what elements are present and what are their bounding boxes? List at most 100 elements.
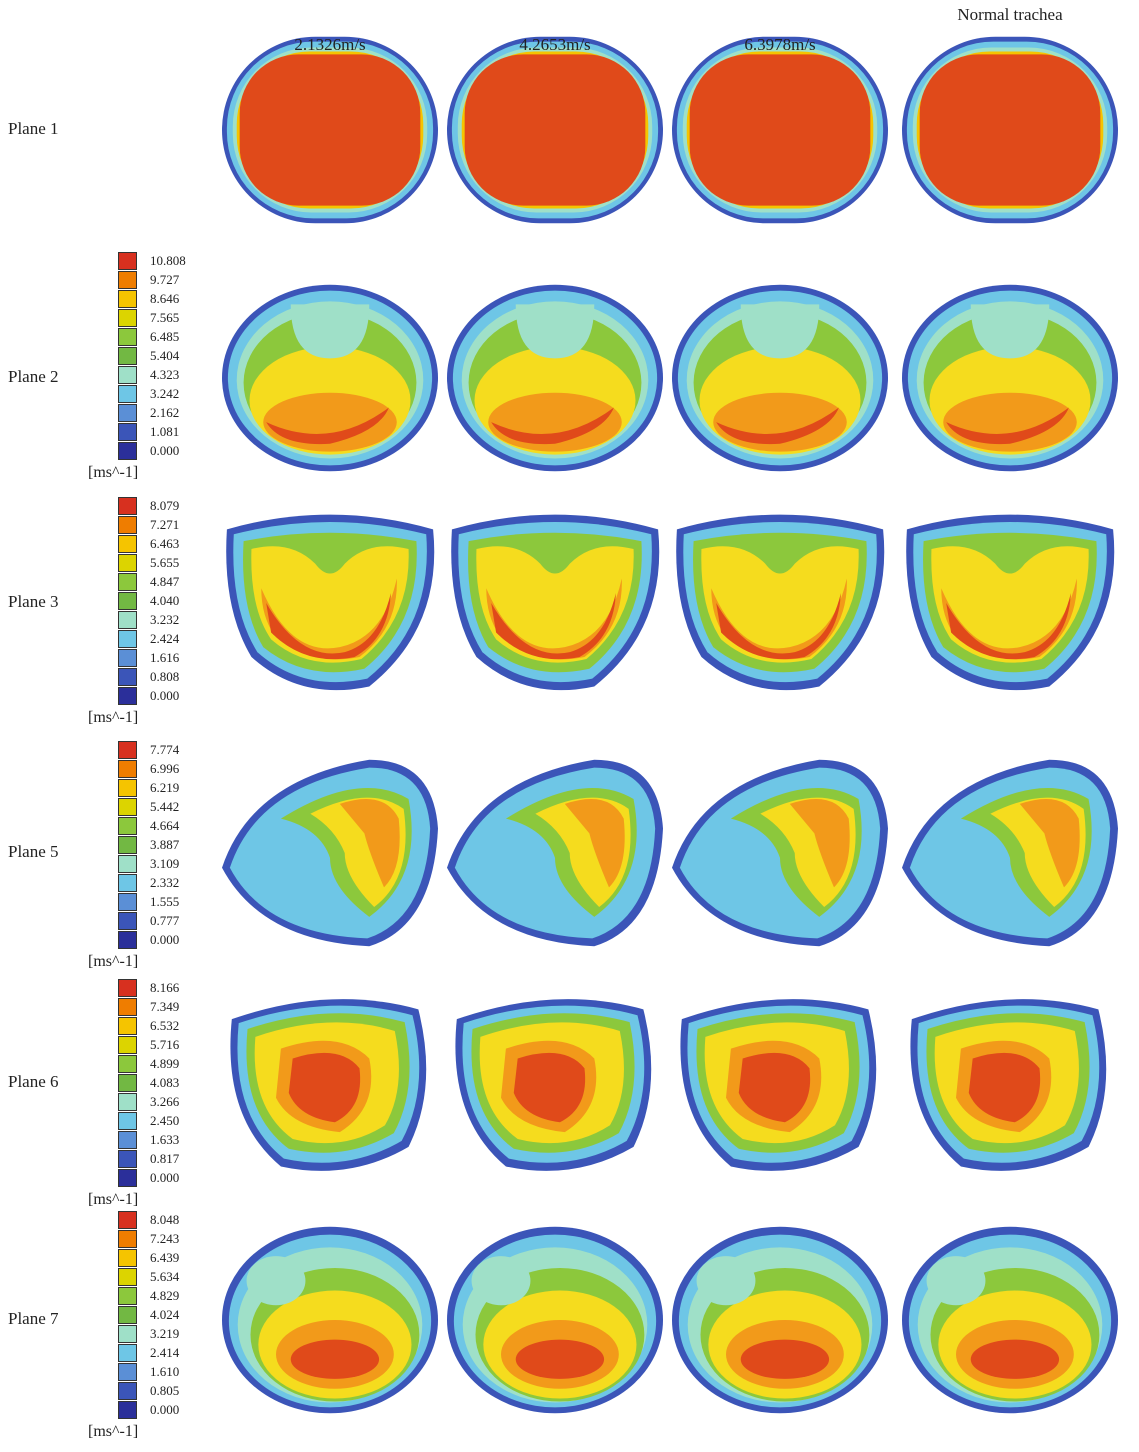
legend-swatch <box>118 290 137 308</box>
velocity-contour <box>906 515 1114 691</box>
legend-swatch <box>118 893 137 911</box>
velocity-contour <box>672 760 888 947</box>
legend-label: 3.219 <box>150 1326 179 1342</box>
velocity-contour <box>902 37 1118 224</box>
velocity-contour <box>222 37 438 224</box>
velocity-contour <box>455 999 651 1171</box>
velocity-contour <box>226 515 434 691</box>
legend-label: 4.829 <box>150 1288 179 1304</box>
legend-label: 3.266 <box>150 1094 179 1110</box>
legend-label: 6.485 <box>150 329 179 345</box>
legend-label: 5.634 <box>150 1269 179 1285</box>
legend-swatch <box>118 1093 137 1111</box>
velocity-contour <box>672 37 888 224</box>
legend-label: 5.716 <box>150 1037 179 1053</box>
velocity-contour <box>447 285 663 472</box>
legend-unit: [ms^-1] <box>88 1191 138 1209</box>
legend-swatch <box>118 309 137 327</box>
figure: 2.1326m/s4.2653m/s6.3978m/sNormal trache… <box>0 0 1139 1452</box>
velocity-contour <box>902 760 1118 947</box>
legend-swatch <box>118 1169 137 1187</box>
legend-swatch <box>118 497 137 515</box>
velocity-contour <box>230 999 426 1171</box>
legend-swatch <box>118 252 137 270</box>
velocity-contour <box>672 285 888 472</box>
column-header: 2.1326m/s <box>275 34 385 56</box>
legend-swatch <box>118 1325 137 1343</box>
legend-swatch <box>118 798 137 816</box>
legend-swatch <box>118 385 137 403</box>
legend-swatch <box>118 1268 137 1286</box>
legend-swatch <box>118 1306 137 1324</box>
legend-label: 4.083 <box>150 1075 179 1091</box>
legend-label: 1.081 <box>150 424 179 440</box>
velocity-contour <box>447 1227 663 1414</box>
legend-label: 1.616 <box>150 650 179 666</box>
legend-label: 3.232 <box>150 612 179 628</box>
legend-label: 0.000 <box>150 688 179 704</box>
legend-label: 2.450 <box>150 1113 179 1129</box>
legend-label: 3.242 <box>150 386 179 402</box>
legend-swatch <box>118 1074 137 1092</box>
legend-swatch <box>118 573 137 591</box>
row-label: Plane 2 <box>8 367 59 387</box>
legend-swatch <box>118 611 137 629</box>
legend-label: 4.899 <box>150 1056 179 1072</box>
legend-label: 0.805 <box>150 1383 179 1399</box>
legend-label: 9.727 <box>150 272 179 288</box>
legend-swatch <box>118 1249 137 1267</box>
legend-label: 4.323 <box>150 367 179 383</box>
legend-swatch <box>118 271 137 289</box>
legend-unit: [ms^-1] <box>88 1423 138 1441</box>
legend-swatch <box>118 1382 137 1400</box>
row-label: Plane 7 <box>8 1309 59 1329</box>
legend-swatch <box>118 741 137 759</box>
legend-label: 7.243 <box>150 1231 179 1247</box>
legend-label: 8.048 <box>150 1212 179 1228</box>
legend-swatch <box>118 760 137 778</box>
legend-swatch <box>118 1055 137 1073</box>
legend-label: 2.414 <box>150 1345 179 1361</box>
velocity-contour <box>447 760 663 947</box>
legend-label: 0.000 <box>150 932 179 948</box>
legend-swatch <box>118 1230 137 1248</box>
legend-swatch <box>118 516 137 534</box>
legend-swatch <box>118 347 137 365</box>
legend-label: 6.219 <box>150 780 179 796</box>
legend-swatch <box>118 649 137 667</box>
legend-swatch <box>118 554 137 572</box>
velocity-contour <box>902 285 1118 472</box>
legend-swatch <box>118 366 137 384</box>
legend-label: 0.000 <box>150 443 179 459</box>
row-label: Plane 1 <box>8 119 59 139</box>
legend-label: 4.040 <box>150 593 179 609</box>
velocity-contour <box>902 1227 1118 1414</box>
legend-label: 7.349 <box>150 999 179 1015</box>
legend-unit: [ms^-1] <box>88 464 138 482</box>
legend-label: 6.463 <box>150 536 179 552</box>
legend-swatch <box>118 779 137 797</box>
legend-swatch <box>118 630 137 648</box>
legend-swatch <box>118 855 137 873</box>
legend-label: 7.565 <box>150 310 179 326</box>
legend-swatch <box>118 535 137 553</box>
legend-label: 1.555 <box>150 894 179 910</box>
legend-label: 1.610 <box>150 1364 179 1380</box>
legend-swatch <box>118 817 137 835</box>
legend-swatch <box>118 668 137 686</box>
velocity-contour <box>672 1227 888 1414</box>
legend-label: 8.166 <box>150 980 179 996</box>
legend-label: 0.817 <box>150 1151 179 1167</box>
legend-label: 7.774 <box>150 742 179 758</box>
legend-swatch <box>118 998 137 1016</box>
legend-swatch <box>118 874 137 892</box>
legend-swatch <box>118 1112 137 1130</box>
legend-label: 10.808 <box>150 253 186 269</box>
row-label: Plane 5 <box>8 842 59 862</box>
legend-label: 5.442 <box>150 799 179 815</box>
column-header: 4.2653m/s <box>500 34 610 56</box>
legend-swatch <box>118 979 137 997</box>
column-header: 6.3978m/s <box>725 34 835 56</box>
legend-label: 7.271 <box>150 517 179 533</box>
legend-label: 8.646 <box>150 291 179 307</box>
